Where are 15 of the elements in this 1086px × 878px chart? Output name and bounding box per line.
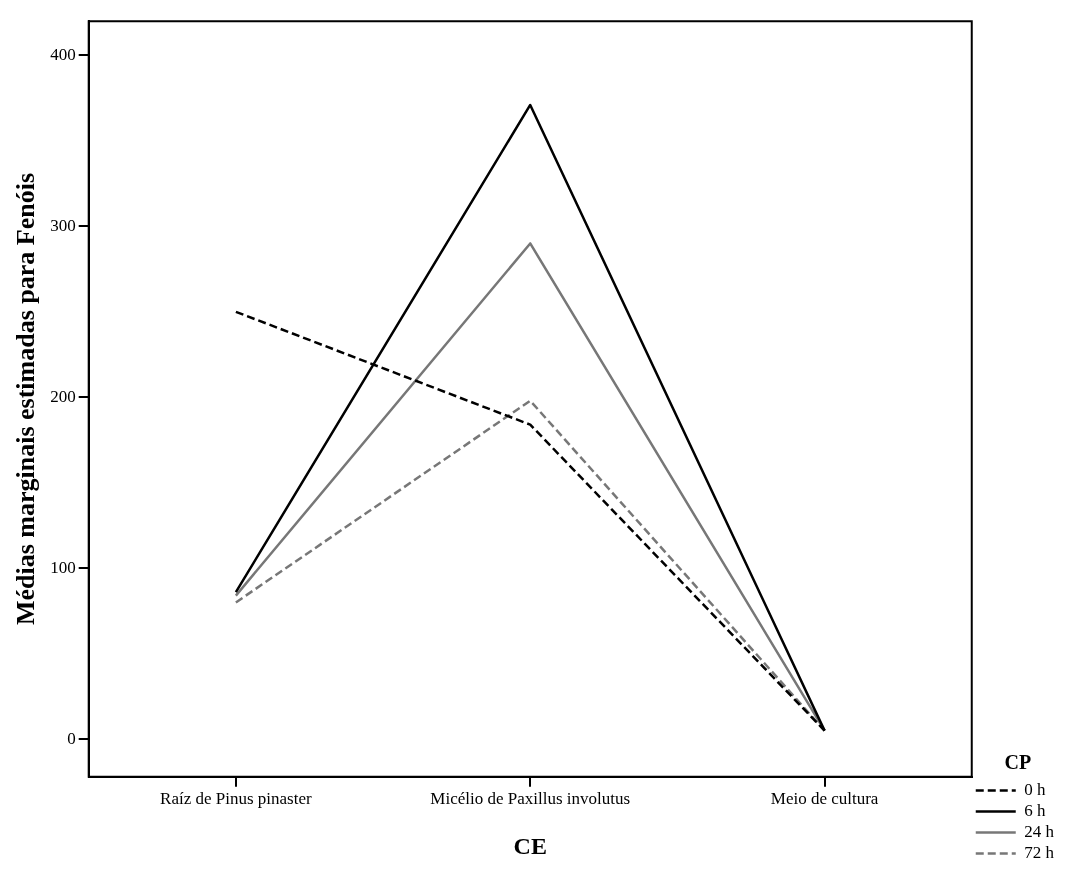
- legend-label: 24 h: [1024, 821, 1055, 841]
- y-tick-label: 0: [67, 728, 76, 748]
- legend-label: 6 h: [1024, 800, 1046, 820]
- legend-label: 72 h: [1024, 842, 1055, 862]
- y-tick-label: 200: [50, 386, 76, 406]
- legend-label: 0 h: [1024, 779, 1046, 799]
- y-tick-label: 400: [50, 44, 76, 64]
- y-tick-label: 300: [50, 215, 76, 235]
- x-tick-label: Meio de cultura: [770, 789, 879, 809]
- y-axis-title: Médias marginais estimadas para Fenóis: [11, 172, 41, 626]
- y-tick-label: 100: [50, 557, 76, 577]
- x-axis-title: CE: [513, 832, 547, 859]
- x-tick-label: Micélio de Paxillus involutus: [430, 789, 631, 809]
- x-tick-label: Raíz de Pinus pinaster: [160, 789, 312, 809]
- legend-title: CP: [1004, 751, 1032, 774]
